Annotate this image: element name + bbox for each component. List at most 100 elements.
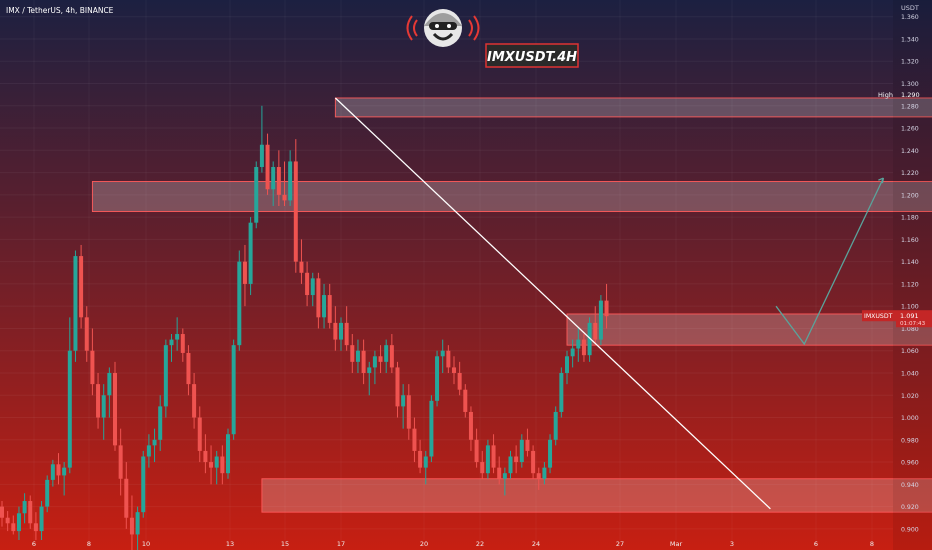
candle-body [276, 167, 281, 195]
candle [525, 428, 530, 457]
candle-body [158, 406, 163, 440]
x-tick-label: 8 [87, 540, 91, 548]
badge-title: IMXUSDT.4H [487, 50, 577, 65]
last-price-box [896, 310, 932, 328]
candle [587, 317, 592, 362]
y-tick-label: 0.940 [901, 482, 919, 489]
candle-body [141, 456, 146, 513]
candle-body [220, 456, 225, 474]
last-price-symbol: IMXUSDT [864, 313, 893, 320]
candle [163, 339, 168, 418]
candle-body [542, 467, 547, 479]
candle-body [84, 317, 89, 351]
candle [254, 161, 259, 229]
candle-body [299, 261, 304, 273]
candle-body [587, 322, 592, 356]
candle [508, 450, 513, 479]
candle [276, 150, 281, 206]
candle-body [28, 501, 33, 524]
candle-body [372, 356, 377, 368]
candle-body [146, 445, 151, 457]
candle-body [361, 350, 366, 373]
candle-body [152, 439, 157, 446]
candle [79, 244, 84, 329]
x-tick-label: 6 [32, 540, 36, 548]
candle-body [5, 517, 10, 524]
candle [124, 462, 129, 529]
candle [152, 428, 157, 463]
candle [480, 450, 485, 479]
candle-body [452, 367, 456, 373]
candle [553, 406, 558, 446]
candle-body [56, 464, 61, 476]
candle-body [485, 445, 490, 474]
candle [598, 295, 603, 346]
y-tick-label: 1.060 [901, 348, 919, 355]
candle-body [282, 194, 287, 201]
candle [378, 345, 383, 373]
candle [175, 317, 180, 351]
candle [412, 417, 417, 463]
x-tick-label: 24 [532, 540, 540, 548]
candle [45, 475, 50, 513]
candle [56, 453, 61, 485]
candle-body [259, 144, 264, 168]
high-label: High [878, 91, 893, 99]
y-tick-label: 1.020 [901, 393, 919, 400]
y-tick-label: 1.280 [901, 103, 919, 110]
y-tick-label: 0.920 [901, 504, 919, 511]
candle [33, 512, 38, 540]
candle [581, 334, 586, 362]
candle [67, 317, 72, 474]
y-tick-label: 0.960 [901, 460, 919, 467]
grid-lines [0, 16, 893, 530]
projection-arrowhead [878, 177, 885, 184]
candle-body [384, 345, 389, 362]
candle [395, 361, 400, 418]
candle-body [604, 300, 609, 317]
candle-body [333, 322, 338, 340]
candle-body [0, 506, 4, 518]
candles [0, 105, 609, 550]
candle-body [327, 295, 332, 323]
y-tick-label: 1.040 [901, 370, 919, 377]
zone-r2 [334, 97, 932, 118]
candle-body [124, 478, 129, 518]
candle [463, 384, 468, 418]
candle-body [593, 322, 598, 340]
candle-body [457, 372, 462, 390]
candle [327, 283, 332, 329]
candle-body [248, 222, 253, 284]
candle [542, 462, 547, 485]
candle [226, 428, 230, 479]
candle [565, 350, 569, 385]
candle [468, 406, 473, 451]
candle [344, 306, 349, 351]
candle [452, 356, 456, 385]
candle [129, 495, 134, 550]
y-tick-label: 1.200 [901, 192, 919, 199]
candle-body [113, 372, 117, 446]
candle-body [355, 350, 360, 362]
candle-body [101, 395, 106, 418]
high-value: 1.290 [901, 91, 920, 99]
candle [282, 161, 287, 206]
candle-body [576, 339, 581, 349]
y-tick-label: 1.100 [901, 304, 919, 311]
candle-body [350, 345, 355, 362]
candle-body [118, 445, 123, 479]
candle-body [401, 395, 406, 407]
candle [418, 439, 423, 474]
candle [429, 395, 434, 463]
candle [197, 406, 202, 463]
candle-body [429, 400, 434, 457]
candle [288, 150, 293, 206]
candle [50, 459, 55, 487]
candle-body [90, 350, 95, 385]
y-tick-label: 1.340 [901, 36, 919, 43]
candle [271, 161, 276, 206]
candle [305, 261, 310, 307]
candle [435, 350, 440, 407]
